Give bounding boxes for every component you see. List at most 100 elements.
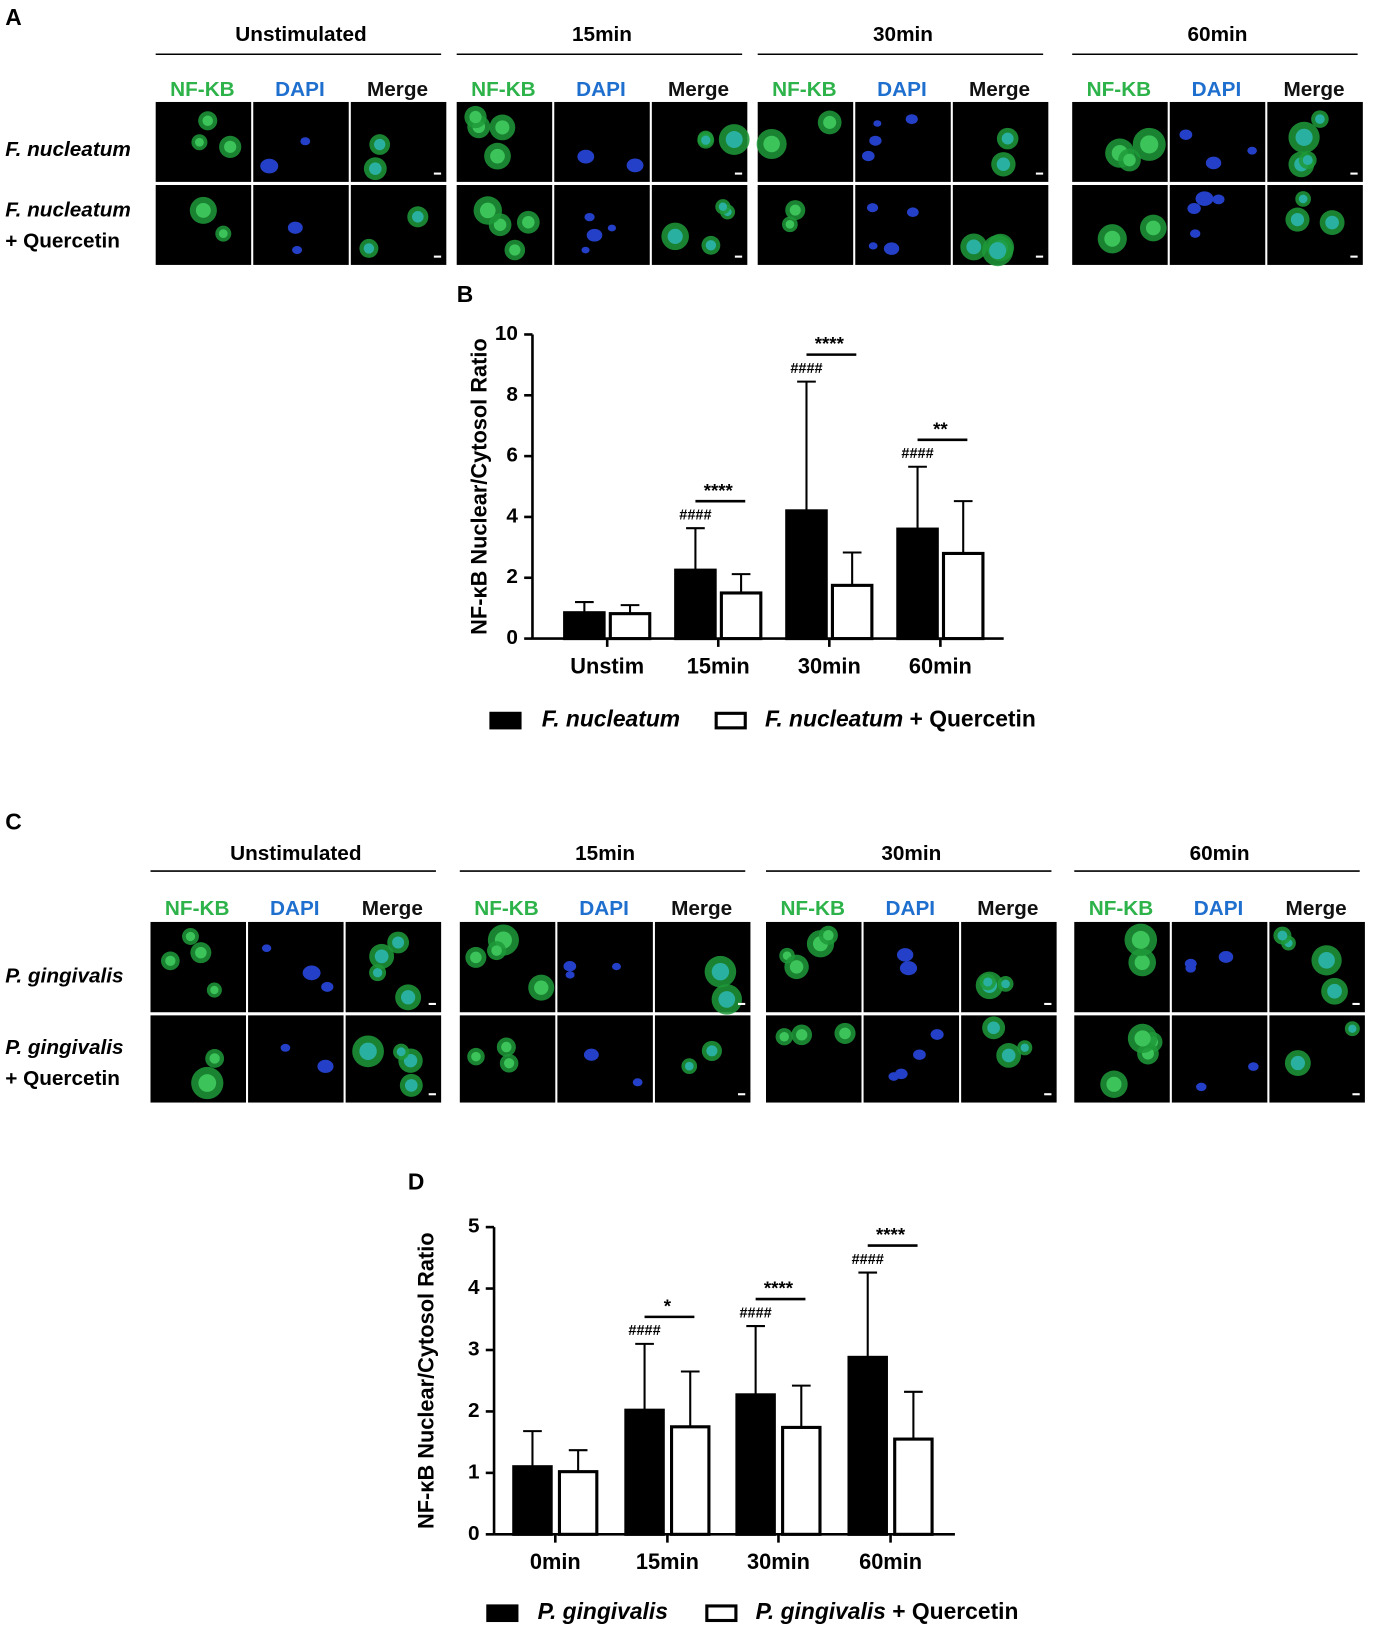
x-tick-label: 15min (687, 653, 750, 678)
cell-nucleus (1190, 229, 1201, 238)
cell-nucleus (300, 137, 311, 146)
cell-nucleus (1001, 979, 1010, 989)
cell-nucleus (626, 158, 644, 173)
x-tick-label: 60min (859, 1549, 922, 1574)
cell-nucleus (469, 110, 482, 124)
legend-label: P. gingivalis + Quercetin (756, 1598, 1019, 1624)
cell-nucleus (260, 158, 279, 174)
cell-nucleus (374, 949, 389, 964)
cell-nucleus (412, 211, 424, 223)
y-tick-label: 8 (506, 383, 518, 406)
cell-nucleus (209, 1053, 220, 1064)
bar (941, 551, 985, 641)
cell-nucleus (363, 243, 375, 254)
cell-nucleus (509, 244, 521, 256)
y-tick-label: 4 (468, 1276, 480, 1299)
column-header: Unstimulated (230, 842, 361, 865)
channel-label: Merge (367, 78, 428, 101)
y-tick-label: 1 (468, 1460, 480, 1483)
y-axis-label: NF-κB Nuclear/Cytosol Ratio (466, 338, 491, 635)
cell-nucleus (185, 931, 196, 942)
cell-nucleus (280, 1043, 291, 1052)
micrograph (855, 185, 951, 265)
cell-nucleus (1218, 951, 1234, 963)
cell-nucleus (1187, 202, 1201, 214)
cell-nucleus (583, 1048, 599, 1061)
micrograph (1267, 185, 1363, 265)
bar (830, 583, 874, 641)
channel-label: DAPI (885, 897, 935, 920)
channel-label: DAPI (275, 78, 325, 101)
cell-nucleus (522, 216, 535, 229)
cell-nucleus (989, 242, 1007, 260)
channel-label: DAPI (1192, 78, 1242, 101)
cell-nucleus (372, 968, 383, 978)
y-tick-label: 2 (506, 565, 518, 588)
significance-hash: #### (852, 1252, 884, 1268)
column-header: 60min (1188, 23, 1248, 46)
cell-nucleus (1205, 156, 1222, 170)
cell-nucleus (1248, 1062, 1259, 1071)
channel-label: Merge (362, 897, 423, 920)
bar (735, 1393, 776, 1536)
channel-label: DAPI (270, 897, 320, 920)
cell-nucleus (684, 1061, 694, 1071)
cell-nucleus (1134, 954, 1150, 971)
cell-nucleus (1315, 114, 1325, 124)
bar (608, 612, 652, 641)
x-tick-label: 30min (747, 1549, 810, 1574)
cell-nucleus (785, 219, 795, 229)
cell-nucleus (1001, 132, 1014, 145)
bar (847, 1355, 888, 1536)
cell-nucleus (996, 157, 1011, 171)
cell-nucleus (470, 951, 482, 964)
channel-label: NF-KB (772, 78, 837, 101)
cell-nucleus (1348, 1024, 1357, 1033)
cell-nucleus (607, 224, 617, 232)
cell-nucleus (1134, 1030, 1151, 1047)
cell-nucleus (1196, 1082, 1207, 1092)
cell-nucleus (501, 1041, 512, 1053)
cell-nucleus (302, 965, 321, 981)
y-tick-label: 0 (506, 626, 518, 649)
channel-label: DAPI (576, 78, 626, 101)
channel-label: Merge (1286, 897, 1347, 920)
bar (893, 1437, 934, 1536)
cell-nucleus (899, 961, 918, 976)
cell-nucleus (725, 131, 743, 149)
cell-nucleus (632, 1078, 643, 1087)
channel-label: Merge (671, 897, 732, 920)
legend-swatch (486, 1604, 519, 1623)
cell-nucleus (1290, 212, 1305, 227)
cell-nucleus (706, 1045, 718, 1057)
cell-nucleus (789, 960, 804, 974)
y-tick-label: 3 (468, 1337, 480, 1360)
channel-label: DAPI (877, 78, 927, 101)
bar (674, 568, 717, 641)
column-header: 30min (881, 842, 941, 865)
channel-label: DAPI (1194, 897, 1244, 920)
bar (719, 591, 763, 641)
channel-label: NF-KB (474, 897, 539, 920)
cell-nucleus (718, 991, 736, 1008)
cell-nucleus (577, 149, 595, 164)
cell-nucleus (504, 1058, 515, 1069)
cell-nucleus (883, 242, 900, 255)
row-label: + Quercetin (5, 1067, 120, 1090)
cell-nucleus (1327, 983, 1342, 999)
micrograph (961, 921, 1057, 1013)
cell-nucleus (779, 1032, 789, 1042)
cell-nucleus (796, 1029, 808, 1041)
cell-nucleus (667, 228, 683, 244)
cell-nucleus (195, 137, 204, 147)
significance-stars: * (664, 1295, 672, 1316)
x-tick-label: Unstim (570, 653, 644, 678)
channel-label: DAPI (579, 897, 629, 920)
cell-nucleus (1298, 194, 1308, 204)
channel-label: NF-KB (170, 78, 235, 101)
y-axis-label: NF-κB Nuclear/Cytosol Ratio (413, 1232, 438, 1529)
channel-label: NF-KB (165, 897, 230, 920)
bar (557, 1470, 599, 1536)
channel-label: NF-KB (471, 78, 536, 101)
